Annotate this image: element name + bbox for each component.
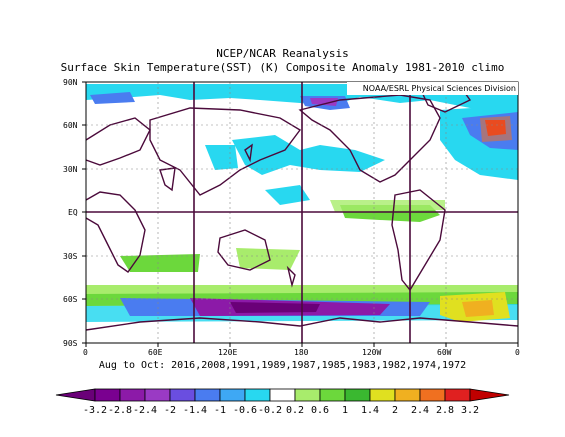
- coast-australia: [217, 229, 271, 271]
- bold-gridlines: [86, 82, 518, 343]
- coastlines: [85, 85, 519, 331]
- colorbar-label: -1: [213, 405, 227, 416]
- lat-label-90s: 90S: [63, 339, 78, 348]
- lat-label-eq: EQ: [68, 208, 78, 217]
- colorbar: [55, 388, 510, 402]
- source-label: NOAA/ESRL Physical Sciences Division: [347, 82, 518, 95]
- lon-label-60e: 60E: [148, 348, 163, 357]
- composite-period: Aug to Oct: 2016,2008,1991,1989,1987,198…: [98, 360, 467, 371]
- colorbar-label: 2: [391, 405, 399, 416]
- colorbar-label: -2.8: [107, 405, 133, 416]
- colorbar-segment: [94, 388, 121, 402]
- lon-label-120w: 120W: [362, 348, 382, 357]
- coast-europe: [85, 117, 151, 166]
- lon-label-120e: 120E: [218, 348, 238, 357]
- colorbar-label: 0.6: [310, 405, 330, 416]
- colorbar-label: 2.8: [435, 405, 455, 416]
- colorbar-segment: [469, 388, 510, 402]
- colorbar-segment: [444, 388, 471, 402]
- colorbar-segment: [294, 388, 321, 402]
- colorbar-segment: [55, 388, 96, 402]
- shade-sind-green: [120, 254, 200, 272]
- chart-subtitle: Surface Skin Temperature(SST) (K) Compos…: [60, 61, 505, 74]
- lat-label-30n: 30N: [63, 165, 78, 174]
- shade-satl-orange: [462, 300, 494, 317]
- colorbar-label: -2: [163, 405, 177, 416]
- chart-title: NCEP/NCAR Reanalysis: [216, 47, 349, 60]
- colorbar-label: 2.4: [410, 405, 430, 416]
- shade-npac-cyan2: [265, 185, 310, 205]
- coast-africa: [85, 191, 146, 273]
- colorbar-label: 1.4: [360, 405, 380, 416]
- shade-ant-darkpurple: [230, 302, 320, 313]
- coast-antarctica: [85, 317, 519, 331]
- coast-south-america: [391, 189, 446, 292]
- colorbar-label: -0.6: [232, 405, 258, 416]
- shade-barents-blue: [90, 92, 135, 104]
- shade-eqpac-lightgreen: [330, 200, 445, 212]
- axis-ticks: [82, 81, 519, 347]
- shade-arctic-purple: [310, 98, 338, 106]
- shade-spac-green: [236, 248, 300, 270]
- lon-label-0-east: 0: [515, 348, 520, 357]
- shade-npac-cyan: [232, 135, 385, 175]
- colorbar-label: -2.4: [132, 405, 158, 416]
- colorbar-label: 1: [341, 405, 349, 416]
- lon-label-180: 180: [294, 348, 309, 357]
- coast-asia: [149, 107, 302, 196]
- colorbar-segment: [169, 388, 196, 402]
- coast-newzealand: [286, 265, 296, 288]
- coast-north-america: [298, 94, 441, 183]
- colorbar-segment: [319, 388, 346, 402]
- colorbar-segment: [419, 388, 446, 402]
- colorbar-segment: [344, 388, 371, 402]
- lon-label-0: 0: [83, 348, 88, 357]
- coast-india: [159, 167, 176, 192]
- lon-label-60w: 60W: [437, 348, 452, 357]
- colorbar-label: -3.2: [82, 405, 108, 416]
- lat-label-90n: 90N: [63, 78, 78, 87]
- shade-natl-orange: [480, 116, 512, 142]
- colorbar-label: -0.2: [257, 405, 283, 416]
- colorbar-segment: [219, 388, 246, 402]
- colorbar-label: 0.2: [285, 405, 305, 416]
- colorbar-segment: [144, 388, 171, 402]
- colorbar-label: 3.2: [460, 405, 480, 416]
- lat-label-30s: 30S: [63, 252, 78, 261]
- lat-label-60s: 60S: [63, 295, 78, 304]
- colorbar-segment: [119, 388, 146, 402]
- colorbar-segment: [244, 388, 271, 402]
- coast-japan: [244, 143, 253, 163]
- lat-label-60n: 60N: [63, 121, 78, 130]
- colorbar-segment: [369, 388, 396, 402]
- colorbar-segment: [394, 388, 421, 402]
- colorbar-segment: [194, 388, 221, 402]
- colorbar-segment: [269, 388, 296, 402]
- colorbar-label: -1.4: [182, 405, 208, 416]
